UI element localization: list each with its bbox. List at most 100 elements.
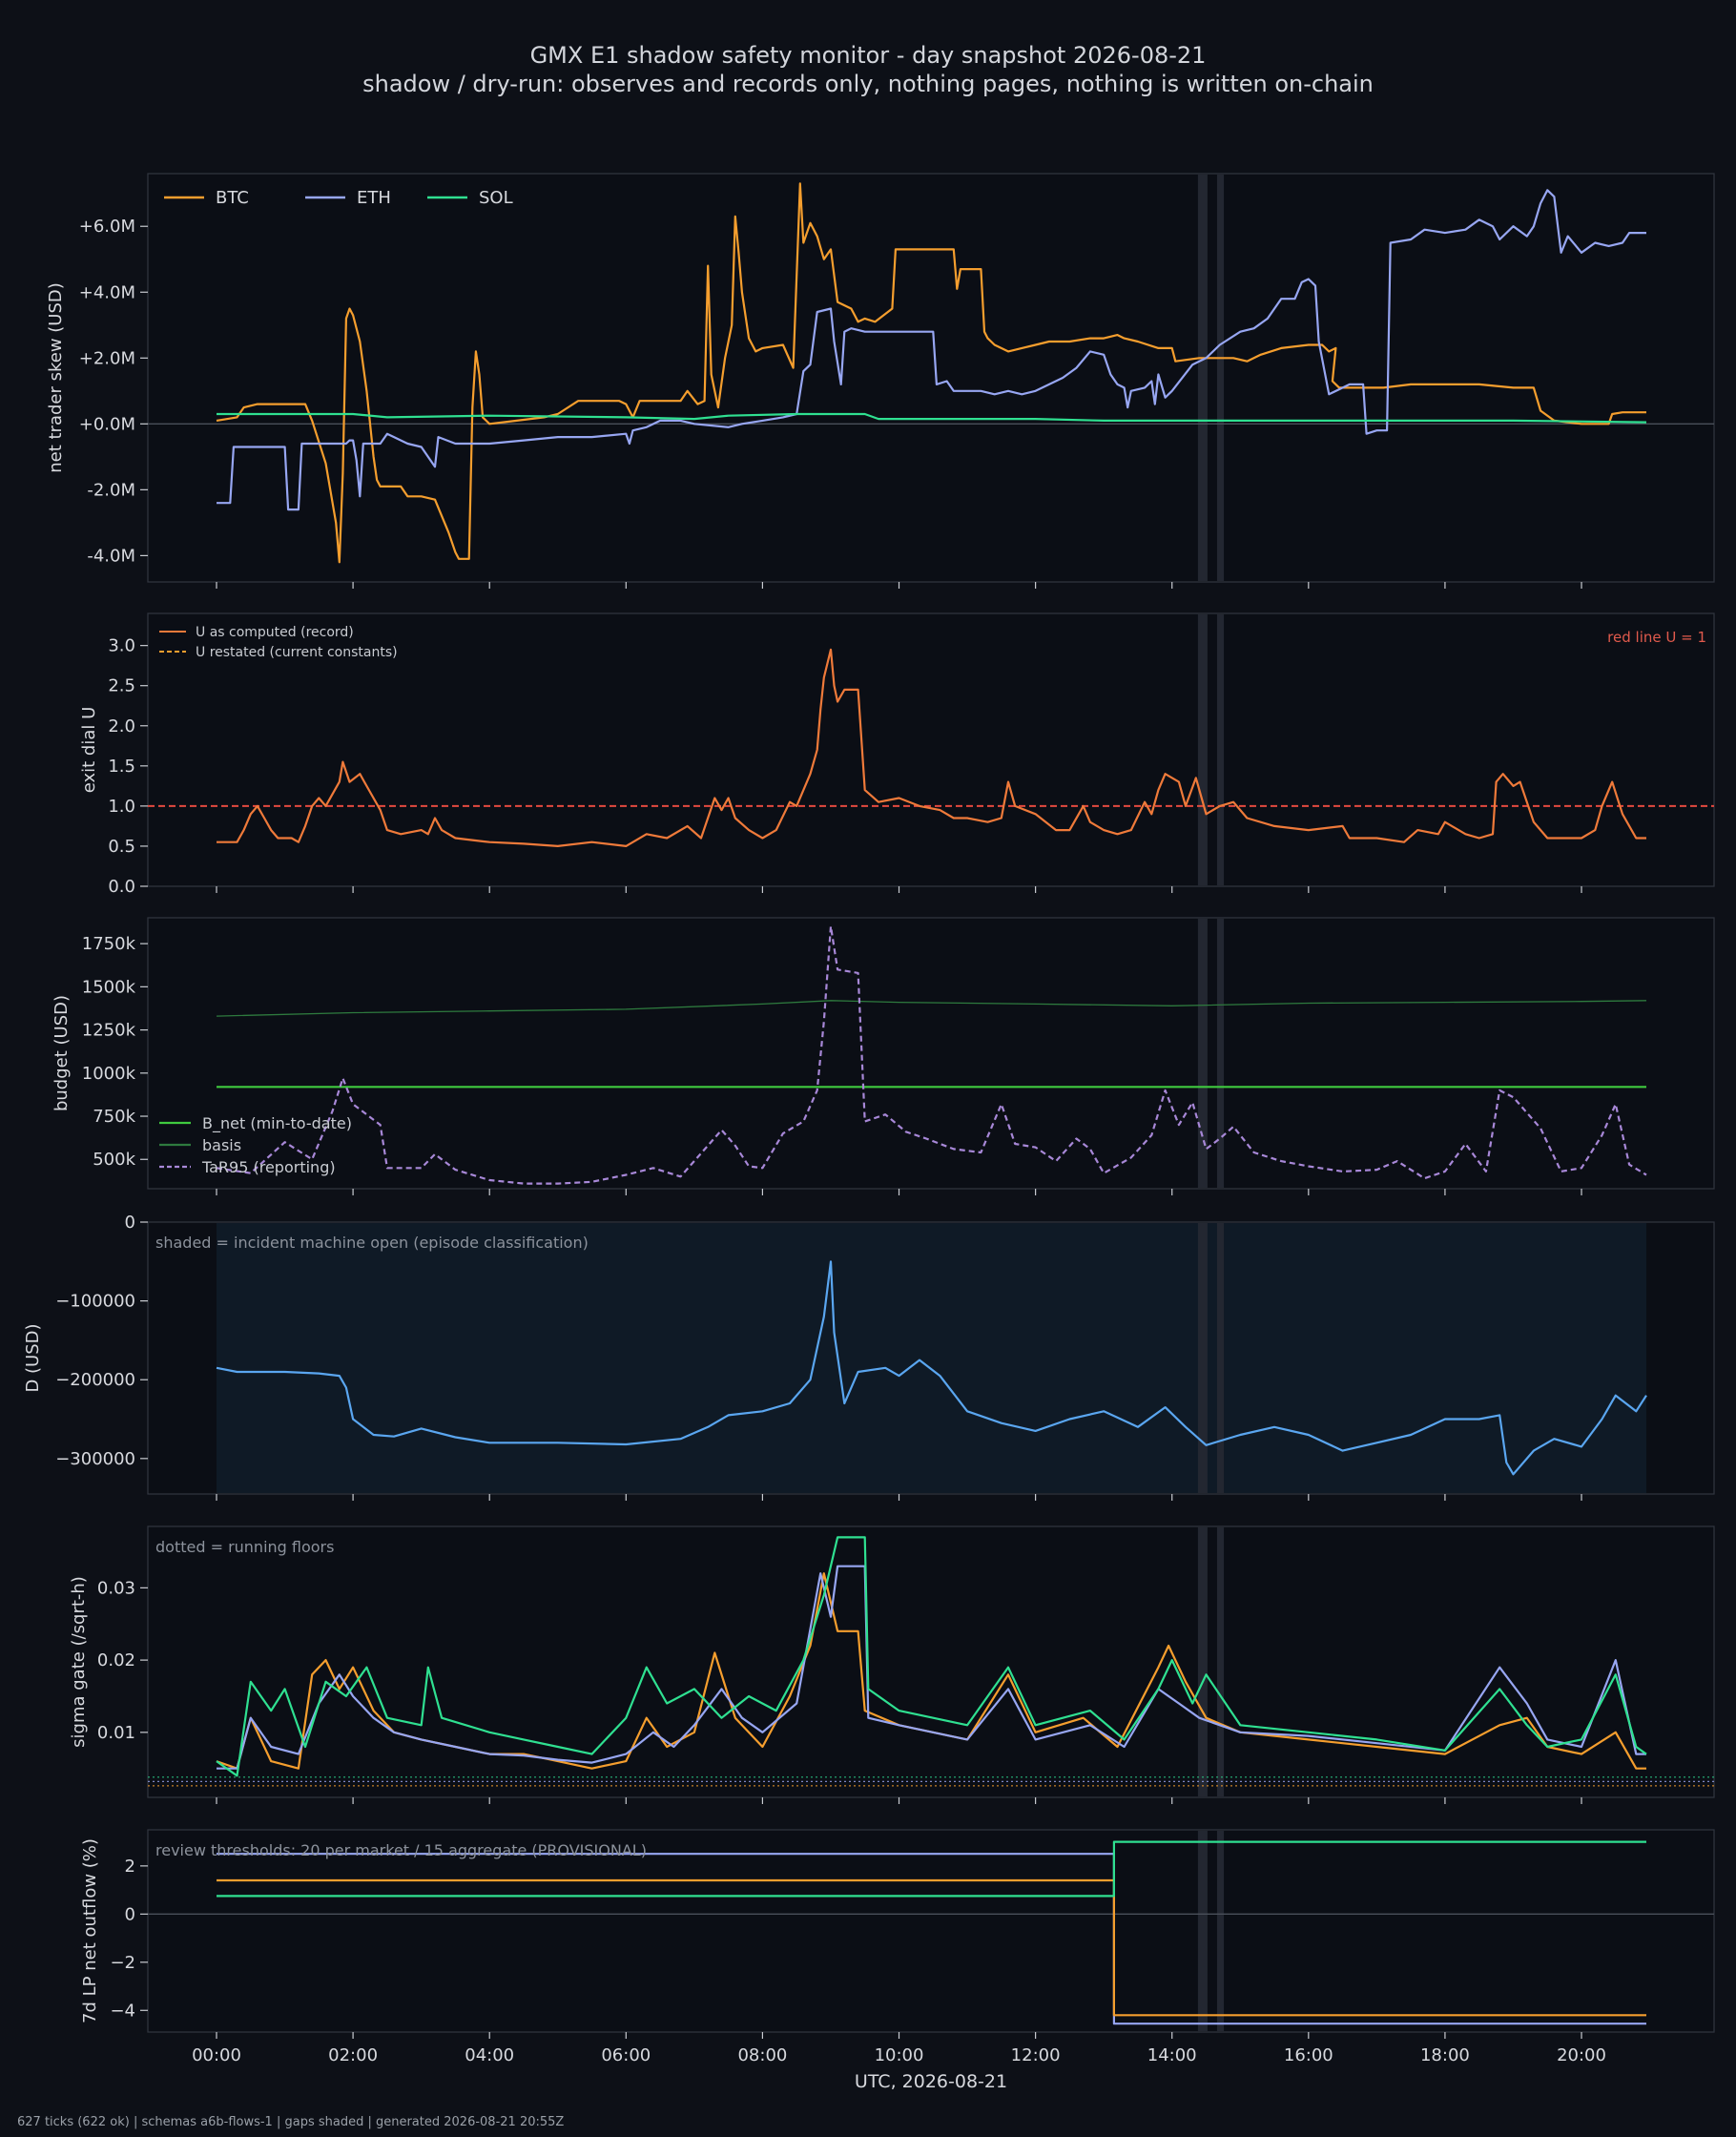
x-tick-label: 04:00 — [465, 2045, 514, 2065]
panel-1: -4.0M -2.0M +0.0M +2.0M +4.0M +6.0M net trader… — [46, 173, 1715, 589]
y-tick-label: −300000 — [55, 1449, 135, 1469]
y-tick-label: 1000k — [82, 1064, 136, 1084]
y-tick-label: 2 — [125, 1857, 135, 1877]
gap-band — [1197, 175, 1208, 581]
series-tar95-reporting--line — [216, 924, 1647, 1185]
series-u-as-computed-record--line — [217, 648, 1646, 847]
y-tick-label: +0.0M — [79, 414, 135, 434]
series-eth-line — [217, 1565, 1646, 1770]
y-tick-label: 750k — [93, 1107, 135, 1127]
x-tick-label: 20:00 — [1557, 2045, 1606, 2065]
y-tick-label: 0 — [125, 1904, 135, 1924]
x-tick-label: 10:00 — [875, 2045, 924, 2065]
y-axis-label: sigma gate (/sqrt-h) — [69, 1576, 89, 1748]
x-tick-label: 16:00 — [1284, 2045, 1333, 2065]
y-axis-label: D (USD) — [23, 1323, 43, 1392]
y-tick-label: 1.5 — [108, 757, 135, 777]
series-btc-line — [216, 1572, 1646, 1770]
panel-frame — [147, 1525, 1715, 1798]
y-tick-label: 1.0 — [108, 797, 135, 817]
panel-frame — [147, 917, 1715, 1190]
panel-frame — [147, 173, 1715, 583]
series-sol-line — [216, 1536, 1647, 1777]
series-btc-line — [217, 1878, 1646, 2017]
series-sol-line — [217, 1840, 1646, 1898]
y-tick-label: 0.5 — [108, 837, 135, 857]
y-tick-label: −100000 — [55, 1292, 135, 1312]
panel-frame — [147, 1829, 1715, 2033]
footer-status: 627 ticks (622 ok) | schemas a6b-flows-1… — [17, 2115, 564, 2129]
gap-band — [1197, 1223, 1208, 1493]
series-eth-line — [217, 189, 1646, 511]
panel-6: −4 −2 0 2 00:00 02:00 04:00 06:00 08:00 10:00 12:0… — [80, 1829, 1715, 2092]
y-tick-label: 0.02 — [97, 1650, 135, 1670]
incident-shade — [217, 1223, 1646, 1493]
series-sol-line — [217, 412, 1647, 424]
gap-band — [1216, 1831, 1225, 2031]
legend-label: SOL — [479, 188, 513, 208]
y-tick-label: −4 — [110, 2001, 135, 2021]
panel-4: 0 −100000 −200000 −300000 D (USD) shaded = in… — [23, 1213, 1715, 1501]
gap-band — [1197, 614, 1208, 885]
y-tick-label: -4.0M — [87, 546, 135, 566]
y-tick-label: 0 — [125, 1213, 135, 1233]
y-tick-label: 2.0 — [108, 716, 135, 737]
gap-band — [1216, 1527, 1225, 1796]
figure-title: GMX E1 shadow safety monitor - day snaps… — [530, 42, 1207, 69]
panel-5: 0.01 0.02 0.03 sigma gate (/sqrt-h) dotted =… — [69, 1525, 1715, 1804]
panel-frame — [147, 612, 1715, 887]
y-tick-label: 1750k — [82, 934, 136, 954]
gap-band — [1197, 1527, 1208, 1796]
figure-subtitle: shadow / dry-run: observes and records o… — [362, 71, 1374, 97]
panel-3: 500k 750k 1000k 1250k 1500k 1750k budget (USD)… — [52, 917, 1715, 1195]
chart-panels: -4.0M -2.0M +0.0M +2.0M +4.0M +6.0M net trader… — [23, 173, 1715, 2092]
panel-annotation: shaded = incident machine open (episode … — [155, 1234, 589, 1252]
series-btc-line — [216, 182, 1646, 564]
gap-band — [1197, 919, 1208, 1188]
legend-label: ETH — [357, 188, 391, 208]
gap-band — [1216, 175, 1225, 581]
y-tick-label: 0.0 — [108, 877, 135, 897]
legend-label: U restated (current constants) — [196, 645, 398, 660]
x-tick-label: 08:00 — [737, 2045, 787, 2065]
y-tick-label: +2.0M — [79, 348, 135, 368]
x-tick-label: 00:00 — [192, 2045, 241, 2065]
x-tick-label: 12:00 — [1011, 2045, 1061, 2065]
legend-label: basis — [202, 1136, 241, 1154]
y-tick-label: 1250k — [82, 1021, 136, 1041]
legend-label: U as computed (record) — [196, 625, 354, 640]
redline-annotation: red line U = 1 — [1607, 629, 1706, 646]
y-tick-label: 0.01 — [97, 1723, 135, 1743]
panel-annotation: review thresholds: 20 per market / 15 ag… — [155, 1841, 647, 1859]
gap-band — [1216, 1223, 1225, 1493]
x-axis-label: UTC, 2026-08-21 — [855, 2071, 1007, 2092]
y-axis-label: budget (USD) — [52, 995, 72, 1111]
x-tick-label: 18:00 — [1420, 2045, 1470, 2065]
panel-annotation: dotted = running floors — [155, 1538, 334, 1556]
x-tick-label: 02:00 — [328, 2045, 378, 2065]
series-d-line — [216, 1260, 1647, 1476]
y-tick-label: +4.0M — [79, 282, 135, 302]
y-axis-label: 7d LP net outflow (%) — [80, 1838, 100, 2023]
y-tick-label: 500k — [93, 1150, 135, 1170]
y-tick-label: −2 — [110, 1953, 135, 1973]
gap-band — [1197, 1831, 1208, 2031]
y-tick-label: +6.0M — [79, 217, 135, 237]
gap-band — [1216, 919, 1225, 1188]
y-axis-label: net trader skew (USD) — [46, 282, 66, 473]
series-basis-line — [216, 1000, 1647, 1017]
legend-label: TaR95 (reporting) — [201, 1158, 336, 1176]
y-tick-label: 3.0 — [108, 636, 135, 656]
y-tick-label: 0.03 — [97, 1578, 135, 1598]
y-axis-label: exit dial U — [79, 707, 99, 794]
legend-label: B_net (min-to-date) — [202, 1114, 352, 1133]
y-tick-label: 1500k — [82, 977, 136, 997]
y-tick-label: −200000 — [55, 1370, 135, 1390]
panel-2: 0.0 0.5 1.0 1.5 2.0 2.5 3.0 exit dial U red line… — [79, 612, 1715, 897]
y-tick-label: -2.0M — [87, 480, 135, 500]
gap-band — [1216, 614, 1225, 885]
y-tick-label: 2.5 — [108, 676, 135, 696]
legend-label: BTC — [216, 188, 249, 208]
x-tick-label: 06:00 — [601, 2045, 651, 2065]
